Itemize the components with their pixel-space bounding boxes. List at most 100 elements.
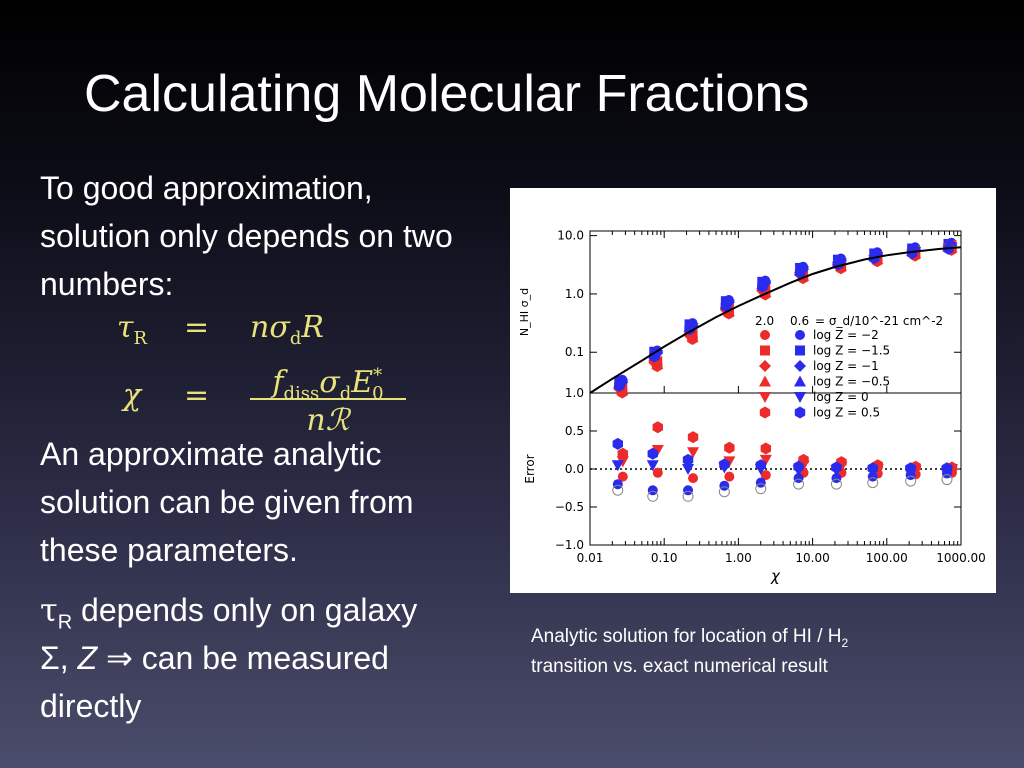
error-point-blue: [647, 485, 658, 496]
error-point-blue: [646, 460, 659, 472]
error-point-outline: [612, 484, 624, 496]
error-point-blue: [682, 464, 695, 475]
top-data-point-blue: [794, 266, 806, 279]
error-point-red: [687, 431, 699, 444]
legend-marker-blue: [794, 360, 806, 372]
error-point-blue: [831, 473, 842, 484]
tau-dependency-text: τR depends only on galaxy Σ, Z ⇒ can be …: [40, 591, 418, 724]
error-point-outline: [905, 475, 917, 487]
legend-marker-red: [760, 330, 770, 340]
top-y-tick-label: 1.0: [565, 287, 584, 301]
legend-marker-blue: [794, 406, 806, 419]
x-tick-label: 10.00: [795, 551, 829, 565]
x-axis-label: χ: [770, 567, 781, 585]
analytic-solution-curve: [589, 246, 962, 394]
figure-caption: Analytic solution for location of HI / H…: [531, 626, 849, 677]
error-point-blue: [612, 479, 623, 490]
error-point-red: [652, 421, 663, 434]
top-data-point-red: [687, 332, 698, 345]
error-point-red: [760, 470, 771, 481]
x-tick-label: 0.10: [651, 551, 678, 565]
bottom-y-tick-label: −1.0: [555, 538, 584, 552]
error-point-red: [652, 467, 663, 478]
legend-entry-label: log Z = −2: [813, 328, 879, 342]
x-tick-label: 1.00: [725, 551, 752, 565]
error-point-blue: [830, 465, 843, 477]
intro-text: To good approximation, solution only dep…: [40, 170, 453, 302]
x-tick-label: 100.00: [866, 551, 908, 565]
legend-marker-blue: [794, 375, 806, 387]
chi-lhs: χ: [122, 378, 142, 413]
figure-plot: 0.01 0.10 1.00 10.00 100.00 1000.00 χ 10.0 1.0 0.…: [518, 229, 986, 585]
error-point-blue: [612, 437, 623, 450]
x-tick-label: 1000.00: [936, 551, 986, 565]
bottom-y-tick-label: 1.0: [565, 386, 584, 400]
top-data-point-blue: [757, 280, 768, 293]
error-point-outline: [941, 474, 953, 486]
error-point-outline: [793, 478, 805, 490]
top-data-point-red: [652, 360, 663, 373]
error-point-red: [651, 445, 664, 456]
error-point-red: [759, 454, 772, 466]
legend-marker-red: [759, 375, 771, 387]
error-point-blue: [792, 465, 805, 477]
legend-entry-label: log Z = −1: [813, 359, 879, 373]
legend-entry-label: log Z = −1.5: [813, 344, 890, 358]
top-data-point-blue: [906, 247, 918, 260]
tau-lhs: τR: [116, 310, 148, 349]
error-point-red: [724, 441, 735, 454]
error-point-blue: [754, 464, 767, 475]
error-point-blue: [905, 470, 916, 481]
legend-marker-red: [759, 392, 771, 403]
legend-marker-blue: [794, 392, 806, 403]
x-tick-label: 0.01: [577, 551, 604, 565]
legend-marker-red: [759, 360, 771, 372]
top-y-tick-label: 0.1: [565, 345, 584, 359]
error-point-red: [724, 471, 735, 482]
top-data-point-blue: [614, 379, 625, 392]
error-point-red: [617, 471, 628, 482]
bottom-y-tick-label: 0.5: [565, 424, 584, 438]
analytic-text: An approximate analytic solution can be …: [40, 436, 414, 568]
chi-numerator: fdissσdE*0: [272, 365, 384, 404]
error-point-blue: [755, 477, 766, 488]
chi-fraction: fdissσdE*0 nℛ: [250, 356, 406, 440]
error-point-red: [760, 442, 772, 455]
error-point-blue: [718, 462, 731, 474]
legend-marker-blue: [795, 330, 805, 340]
error-point-outline: [830, 478, 842, 490]
fraction-bar: [250, 398, 406, 400]
legend-marker-blue: [795, 345, 805, 356]
bottom-y-tick-label: −0.5: [555, 500, 584, 514]
error-point-blue: [683, 485, 694, 496]
legend-entry-label: log Z = −0.5: [813, 375, 890, 389]
error-point-blue: [611, 460, 624, 472]
legend-marker-red: [760, 345, 770, 356]
chi-denominator: nℛ: [306, 403, 350, 438]
error-point-blue: [647, 447, 658, 460]
legend-entry-label: log Z = 0: [813, 390, 869, 404]
error-point-blue: [941, 468, 952, 479]
legend-entry-label: log Z = 0.5: [813, 406, 880, 420]
tau-rhs: nσdR: [250, 310, 324, 349]
top-panel-frame: [589, 230, 962, 394]
legend-header-label: = σ_d/10^-21 cm^-2: [815, 314, 943, 328]
top-y-tick-label: 10.0: [557, 229, 584, 243]
error-point-red: [687, 447, 700, 459]
error-point-red: [688, 473, 699, 484]
slide-title: Calculating Molecular Fractions: [84, 65, 810, 123]
error-point-outline: [647, 490, 659, 502]
bottom-y-axis-label: Error: [523, 454, 537, 483]
legend-marker-red: [759, 406, 771, 419]
error-point-blue: [867, 471, 878, 482]
error-point-outline: [718, 486, 730, 498]
equals-sign: =: [184, 378, 210, 413]
equals-sign: =: [184, 310, 210, 345]
error-point-blue: [793, 473, 804, 484]
error-point-outline: [755, 483, 767, 495]
error-point-outline: [682, 490, 694, 502]
top-data-point-blue: [720, 299, 732, 312]
legend-header-value: 2.0: [755, 314, 774, 328]
top-y-axis-label: N_HI σ_d: [518, 288, 531, 336]
analytic-vs-numerical-figure: 0.01 0.10 1.00 10.00 100.00 1000.00 χ 10.0 1.0 0.…: [510, 188, 996, 593]
